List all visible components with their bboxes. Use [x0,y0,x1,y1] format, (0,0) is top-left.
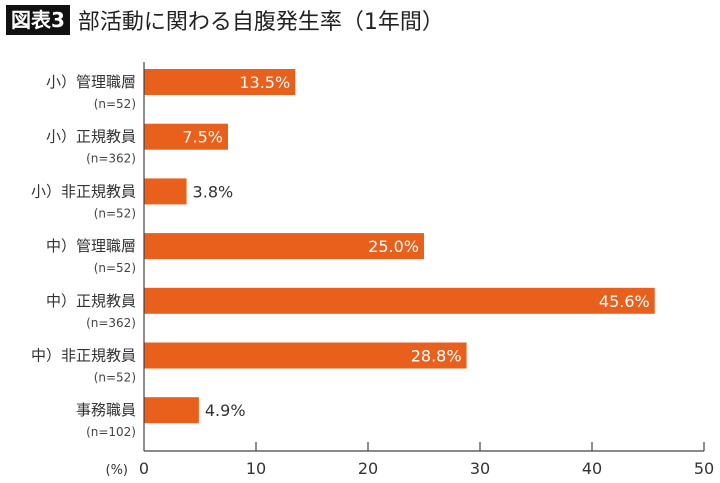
title-text: 部活動に関わる自腹発生率（1年間） [77,10,444,35]
chart-title: 図表3 部活動に関わる自腹発生率（1年間） [6,5,444,35]
bar [144,69,296,95]
category-label: 事務職員 [76,401,136,419]
sample-size-label: (n=102) [86,425,136,439]
bar [144,233,424,260]
x-tick-label: 20 [358,459,378,478]
bar [144,397,199,424]
x-axis-unit-label: (%) [106,463,129,478]
category-label: 小）非正規教員 [31,182,136,200]
x-tick-label: 10 [246,459,266,478]
x-tick-label: 0 [139,459,149,478]
data-label: 45.6% [599,292,650,311]
data-label: 7.5% [182,128,223,147]
figure-badge: 図表3 [6,5,70,35]
data-label: 25.0% [368,237,419,256]
data-label: 28.8% [411,347,462,366]
category-label: 小）管理職層 [46,73,136,91]
category-label: 小）正規教員 [46,128,136,146]
bar [144,178,187,205]
bar [144,123,228,150]
category-label: 中）管理職層 [46,237,136,255]
x-tick-label: 40 [582,459,602,478]
x-tick-label: 30 [470,459,490,478]
bar [144,342,467,369]
x-tick-label: 50 [694,459,714,478]
bar [144,287,655,314]
data-label: 13.5% [239,73,290,92]
category-label: 中）正規教員 [46,292,136,310]
data-label: 4.9% [205,401,246,420]
sample-size-label: (n=52) [94,206,136,220]
sample-size-label: (n=52) [94,371,136,385]
category-label: 中）非正規教員 [31,347,136,365]
sample-size-label: (n=52) [94,97,136,111]
sample-size-label: (n=362) [86,316,136,330]
sample-size-label: (n=52) [94,261,136,275]
data-label: 3.8% [193,182,234,201]
sample-size-label: (n=362) [86,152,136,166]
